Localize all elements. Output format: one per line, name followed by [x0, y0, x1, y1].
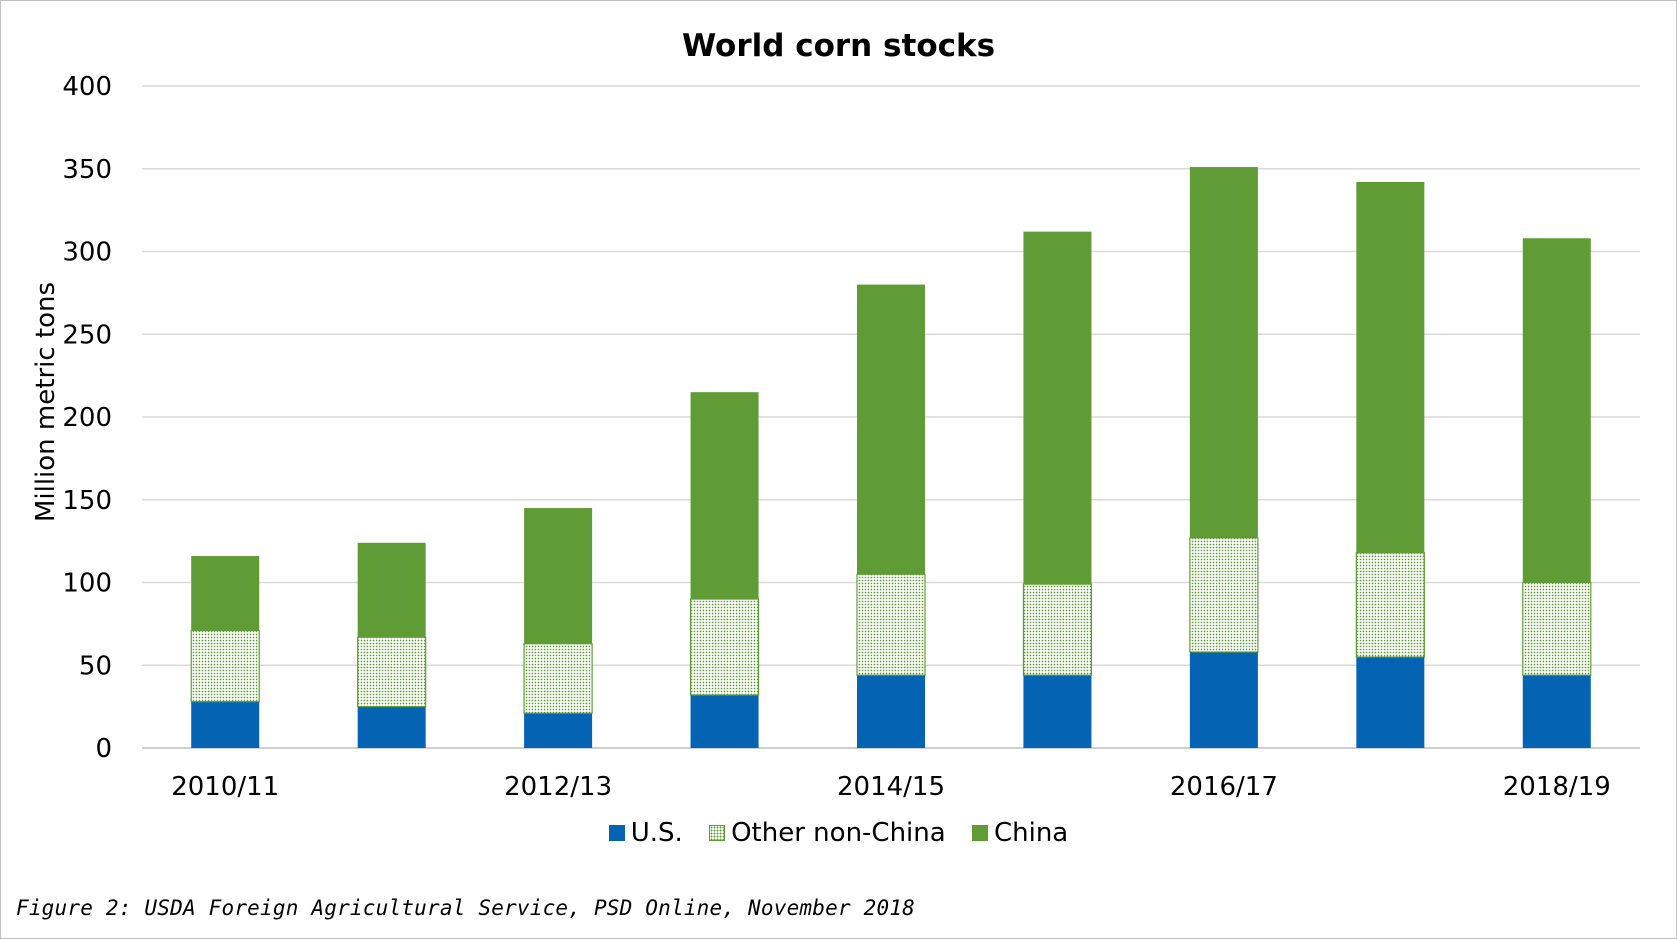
bar-other-non-china-2015-16: [1022, 583, 1093, 676]
bar-china-2012-13: [524, 508, 593, 644]
bar-us-2015-16: [1023, 675, 1092, 748]
y-tick-label-0: 0: [95, 734, 112, 764]
bar-other-non-china-2013-14: [689, 598, 760, 696]
bar-other-non-china-2017-18: [1355, 552, 1425, 658]
legend: U.S. Other non-China China: [0, 818, 1677, 848]
legend-label-other-non-china: Other non-China: [731, 818, 946, 848]
bar-china-2016-17: [1189, 167, 1258, 538]
y-tick-label-100: 100: [62, 569, 112, 599]
bar-china-2017-18: [1356, 181, 1425, 553]
bar-other-non-china-2010-11: [190, 629, 260, 703]
y-tick-label-150: 150: [62, 486, 112, 516]
legend-label-us: U.S.: [630, 818, 683, 848]
bar-us-2016-17: [1189, 652, 1258, 748]
x-tick-label-2010-11: 2010/11: [171, 772, 279, 802]
bar-us-2014-15: [857, 675, 925, 748]
bar-other-non-china-2018-19: [1522, 581, 1592, 676]
x-tick-label-2012-13: 2012/13: [504, 772, 612, 802]
bar-other-non-china-2016-17: [1189, 537, 1259, 653]
y-tick-label-50: 50: [79, 651, 112, 681]
legend-item-other-non-china: Other non-China: [709, 818, 946, 848]
bar-china-2014-15: [857, 284, 925, 575]
bar-us-2012-13: [524, 713, 593, 748]
bar-us-2018-19: [1522, 675, 1591, 748]
figure-caption: Figure 2: USDA Foreign Agricultural Serv…: [16, 896, 916, 920]
legend-item-us: U.S.: [608, 818, 683, 848]
bar-other-non-china-2011-12: [357, 636, 427, 708]
bar-other-non-china-2014-15: [856, 573, 926, 676]
legend-swatch-other-non-china: [709, 825, 726, 841]
bar-china-2010-11: [191, 556, 260, 631]
x-tick-label-2016-17: 2016/17: [1170, 772, 1278, 802]
bar-us-2017-18: [1356, 656, 1425, 748]
bar-other-non-china-2012-13: [523, 643, 593, 714]
bar-us-2013-14: [690, 695, 759, 748]
legend-label-china: China: [993, 818, 1069, 848]
y-tick-label-250: 250: [62, 320, 112, 350]
bar-china-2015-16: [1023, 231, 1092, 585]
chart-title: World corn stocks: [681, 28, 996, 64]
bar-us-2010-11: [191, 701, 260, 748]
x-tick-label-2018-19: 2018/19: [1503, 772, 1611, 802]
bar-china-2013-14: [690, 392, 759, 600]
y-tick-label-400: 400: [62, 72, 112, 102]
y-tick-label-350: 350: [62, 155, 112, 185]
bar-china-2018-19: [1522, 238, 1591, 583]
legend-item-china: China: [971, 818, 1069, 848]
y-tick-label-200: 200: [62, 403, 112, 433]
bar-china-2011-12: [357, 542, 426, 638]
bar-us-2011-12: [357, 706, 426, 748]
y-tick-label-300: 300: [62, 238, 112, 268]
legend-swatch-china: [971, 825, 988, 841]
legend-swatch-us: [608, 825, 625, 841]
y-axis-label: Million metric tons: [31, 282, 61, 522]
x-tick-label-2014-15: 2014/15: [837, 772, 945, 802]
